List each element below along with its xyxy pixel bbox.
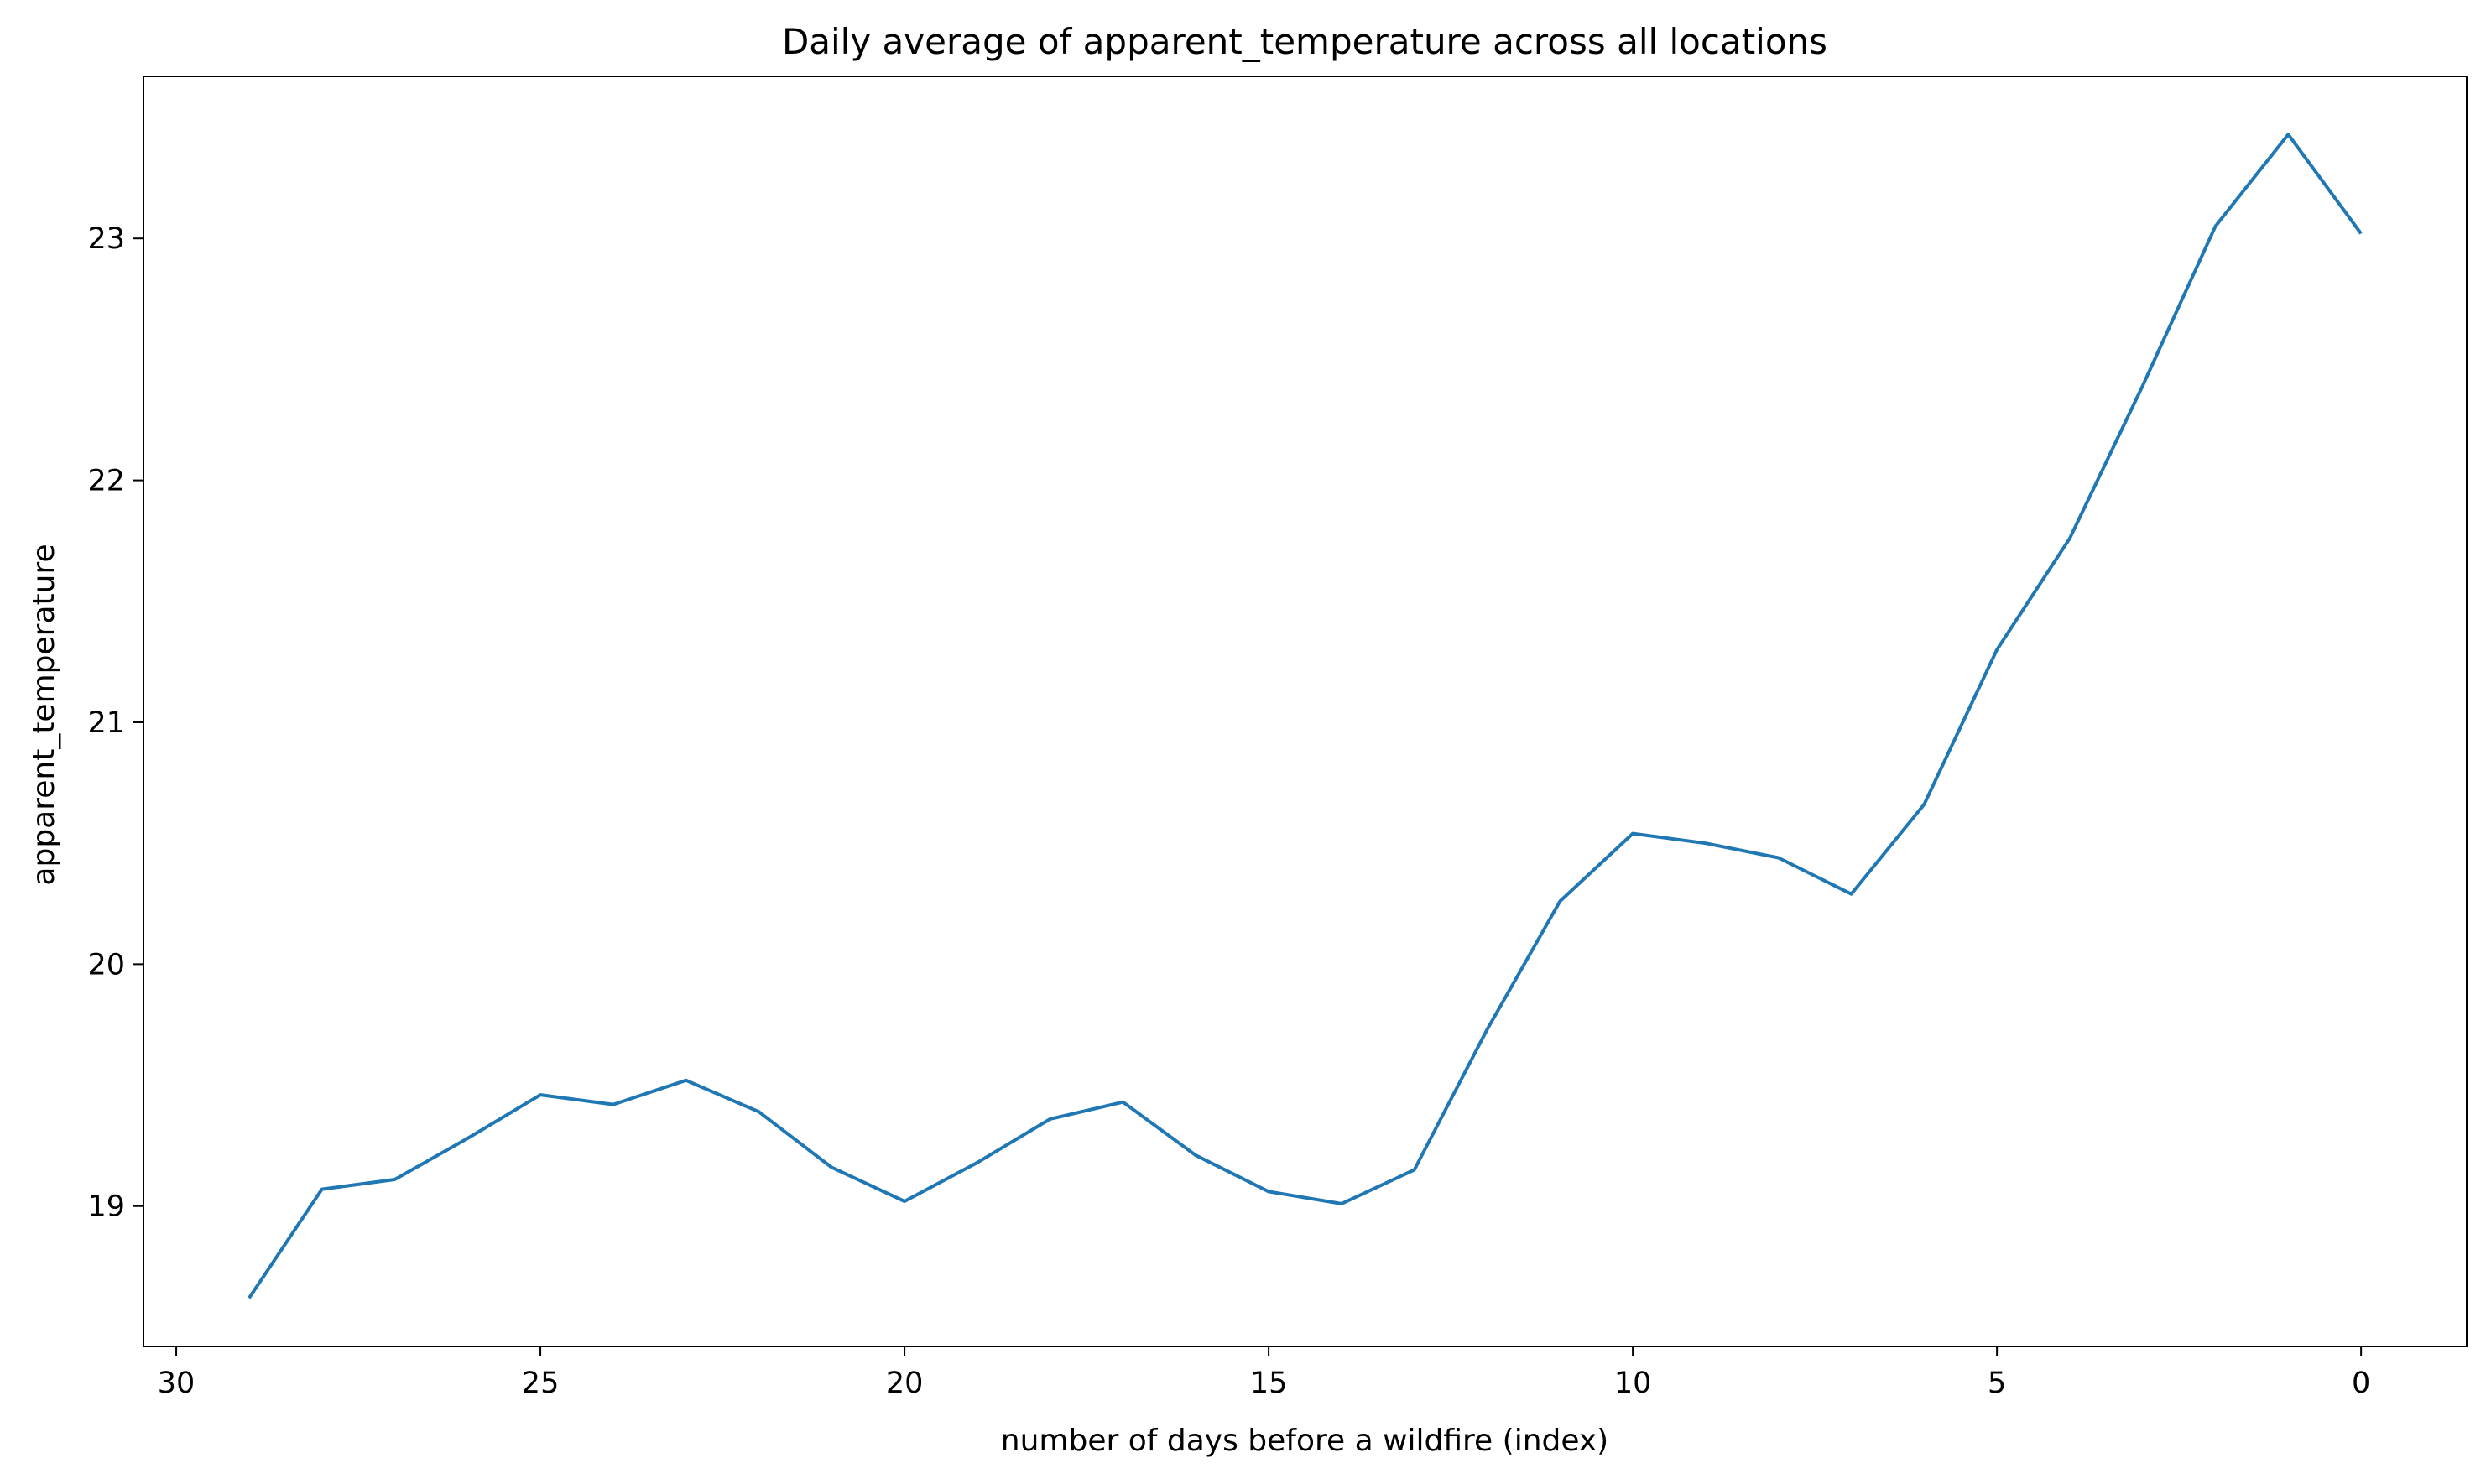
y-tick-label: 20 bbox=[87, 948, 125, 982]
y-tick-label: 19 bbox=[87, 1190, 125, 1224]
x-tick-label: 20 bbox=[886, 1367, 924, 1400]
plot-area bbox=[248, 133, 2363, 1299]
x-axis-label: number of days before a wildfire (index) bbox=[1001, 1424, 1608, 1458]
x-axis-ticks: 30 25 20 15 10 5 0 bbox=[158, 1346, 2370, 1400]
x-tick-label: 5 bbox=[1988, 1367, 2006, 1400]
x-tick-label: 0 bbox=[2352, 1367, 2370, 1400]
series-line bbox=[248, 133, 2363, 1299]
y-axis-label: apparent_temperature bbox=[27, 544, 61, 885]
y-tick-label: 22 bbox=[87, 465, 125, 498]
x-tick-label: 25 bbox=[522, 1367, 560, 1400]
chart-title: Daily average of apparent_temperature ac… bbox=[782, 21, 1827, 62]
plot-frame bbox=[143, 76, 2468, 1347]
y-tick-label: 21 bbox=[87, 706, 125, 740]
x-tick-label: 30 bbox=[158, 1367, 195, 1400]
y-tick-label: 23 bbox=[87, 222, 125, 256]
y-axis-ticks: 19 20 21 22 23 bbox=[87, 222, 143, 1224]
x-tick-label: 15 bbox=[1250, 1367, 1288, 1400]
x-tick-label: 10 bbox=[1614, 1367, 1652, 1400]
